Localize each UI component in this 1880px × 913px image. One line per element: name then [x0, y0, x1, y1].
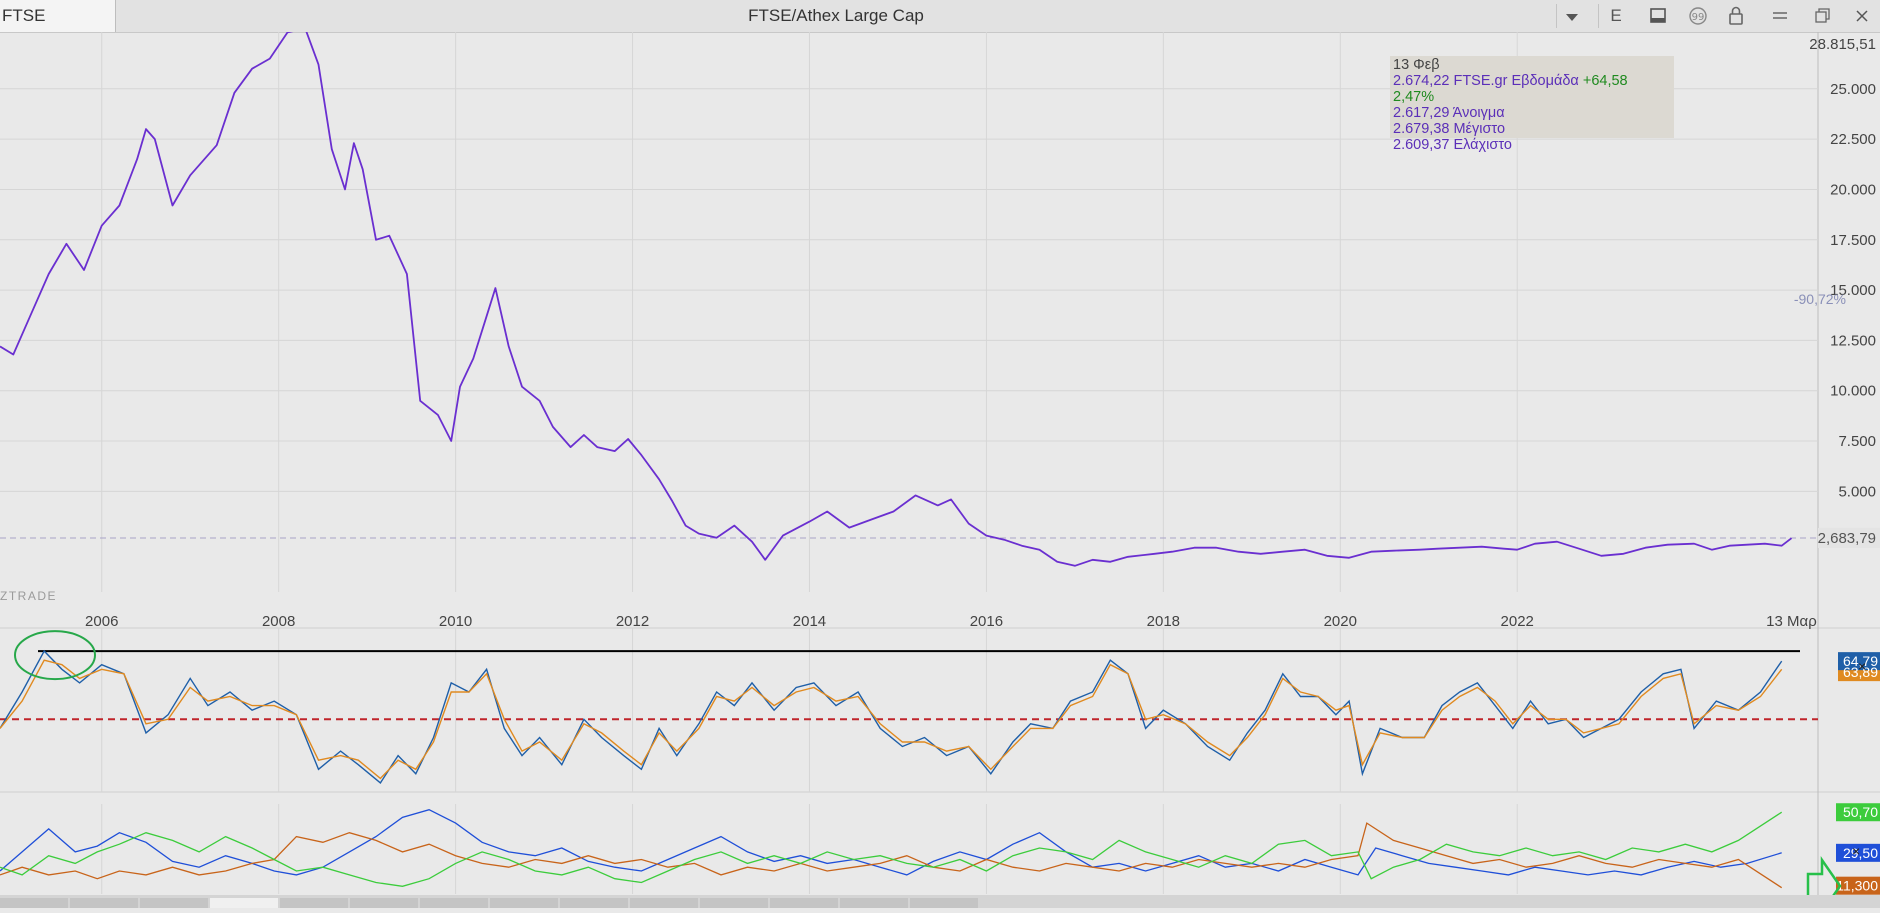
strip-tab[interactable] [140, 898, 208, 908]
legend-high: 2.679,38 Μέγιστο [1393, 121, 1506, 137]
dmi-value-label: 11,300 [1836, 878, 1878, 894]
oscillator-value-badge [1838, 652, 1880, 671]
strip-tab[interactable] [560, 898, 628, 908]
dmi-orange-line [0, 822, 1783, 889]
close-icon: × [1852, 843, 1860, 859]
minimize-icon[interactable] [1764, 0, 1796, 32]
legend-open: 2.617,29 Άνοιγμα [1393, 105, 1505, 121]
close-icon: × [1858, 658, 1866, 674]
last-price-badge [1818, 527, 1880, 548]
legend-close: 2.674,22 FTSE.gr Εβδομάδα +64,58 2,47% [1393, 73, 1671, 105]
toolbar-separator [1556, 4, 1557, 28]
chart-area[interactable]: 25.000 22.500 20.000 17.500 15.000 12.500 10.0… [0, 32, 1880, 895]
arrow-marker-icon [1806, 855, 1842, 895]
title-bar: FTSE FTSE/Athex Large Cap E 99 [0, 0, 1880, 33]
dmi-value-badge [1836, 843, 1880, 862]
strip-tab[interactable] [490, 898, 558, 908]
x-tick-label: 2020 [1324, 613, 1357, 630]
symbol-tab[interactable]: FTSE [0, 0, 116, 32]
panel-icon[interactable] [1642, 0, 1674, 32]
strip-tab[interactable] [630, 898, 698, 908]
dmi-green-line [0, 811, 1783, 887]
y-tick-label: 17.500 [1830, 232, 1876, 249]
strip-tab[interactable] [770, 898, 838, 908]
y-max-label: 28.815,51 [1809, 36, 1876, 53]
strip-tab[interactable] [210, 898, 278, 908]
strip-tab[interactable] [910, 898, 978, 908]
y-tick-label: 15.000 [1830, 282, 1876, 299]
dmi-value-badge [1836, 876, 1880, 895]
price-legend: 13 Φεβ 2.674,22 FTSE.gr Εβδομάδα +64,58 … [1390, 56, 1674, 153]
dmi-value-badge [1836, 803, 1880, 822]
y-tick-label: 22.500 [1830, 131, 1876, 148]
strip-tab[interactable] [420, 898, 488, 908]
percent-change-label: -90,72% [1794, 291, 1846, 307]
x-tick-label: 2012 [616, 613, 649, 630]
y-tick-label: 12.500 [1830, 332, 1876, 349]
x-tick-label: 2008 [262, 613, 295, 630]
lock-icon[interactable] [1720, 0, 1752, 32]
strip-tab[interactable] [840, 898, 908, 908]
dmi-value-label: 50,70 [1843, 804, 1878, 820]
quote-icon[interactable]: 99 [1682, 0, 1714, 32]
y-tick-label: 25.000 [1830, 81, 1876, 98]
last-price-label: 2,683,79 [1818, 530, 1876, 547]
x-tick-label: 2016 [970, 613, 1003, 630]
y-tick-label: 7.500 [1838, 433, 1876, 450]
x-tick-label: 13 Μαρ [1766, 613, 1817, 630]
x-tick-label: 2014 [793, 613, 826, 630]
strip-tab[interactable] [280, 898, 348, 908]
y-tick-label: 5.000 [1838, 483, 1876, 500]
oscillator-main-line [0, 649, 1783, 784]
legend-close-value: 2.674,22 FTSE.gr Εβδομάδα [1393, 73, 1579, 89]
legend-change: +64,58 2,47% [1393, 73, 1628, 105]
y-tick-label: 20.000 [1830, 181, 1876, 198]
close-icon[interactable] [1846, 0, 1878, 32]
strip-tab[interactable] [350, 898, 418, 908]
chevron-down-icon[interactable] [1556, 0, 1588, 32]
strip-tab[interactable] [70, 898, 138, 908]
legend-low: 2.609,37 Ελάχιστο [1393, 137, 1512, 153]
toolbar-separator [1598, 4, 1599, 28]
svg-text:99: 99 [1692, 12, 1705, 23]
x-tick-label: 2006 [85, 613, 118, 630]
strip-tab[interactable] [0, 898, 68, 908]
oscillator-value-label: 63,89 [1843, 664, 1878, 680]
highlight-ellipse [14, 630, 96, 681]
watermark: ZTRADE [0, 589, 57, 603]
price-line [0, 32, 1793, 567]
oscillator-value-label: 64,79 [1843, 653, 1878, 669]
window-title: FTSE/Athex Large Cap [748, 6, 924, 25]
y-tick-label: 10.000 [1830, 383, 1876, 400]
x-tick-label: 2010 [439, 613, 472, 630]
oscillator-signal-line [0, 659, 1783, 780]
e-button[interactable]: E [1610, 6, 1622, 25]
strip-tab[interactable] [700, 898, 768, 908]
x-tick-label: 2022 [1501, 613, 1534, 630]
dmi-blue-line [0, 809, 1782, 876]
legend-date: 13 Φεβ [1393, 57, 1440, 73]
dmi-value-label: 29,50 [1843, 845, 1878, 861]
bottom-tab-strip [0, 895, 1880, 908]
restore-icon[interactable] [1806, 0, 1838, 32]
x-tick-label: 2018 [1147, 613, 1180, 630]
